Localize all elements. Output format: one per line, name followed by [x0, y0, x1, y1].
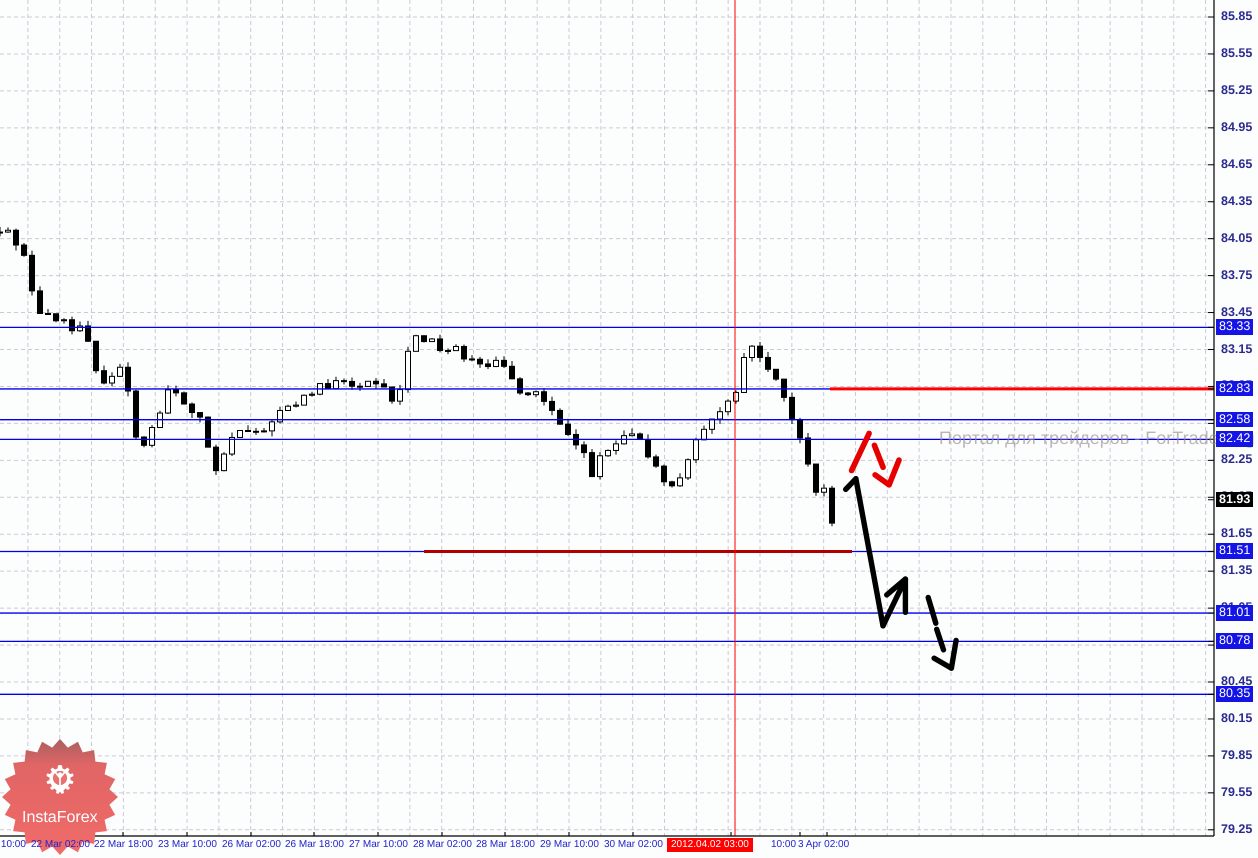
svg-text:InstaForex: InstaForex [22, 809, 98, 826]
